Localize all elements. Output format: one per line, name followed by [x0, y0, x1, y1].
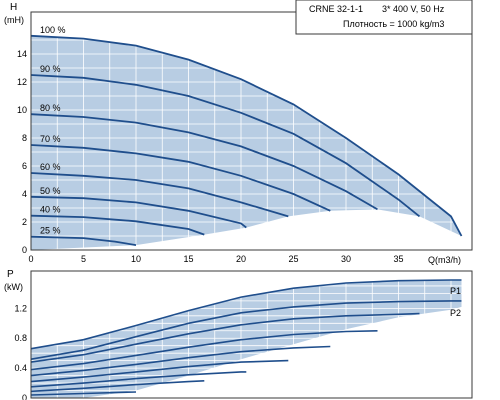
head-curve-80-percent: [30, 113, 378, 211]
head-y-tick-label: 2: [22, 217, 27, 227]
head-curve-40-percent: [30, 214, 205, 236]
head-y-tick-label: 8: [22, 133, 27, 143]
power-y-tick-label: 0.4: [14, 363, 27, 373]
head-curve-label: 50 %: [40, 186, 61, 196]
head-x-tick-label: 20: [236, 254, 246, 264]
head-chart: 100 % 90 % 80 % 70 % 60 % 50 % 40 % 25 % 0 2 4 6 8 1…: [4, 0, 473, 265]
power-y-tick-label: 0: [22, 393, 27, 400]
head-plot-frame: [30, 11, 473, 251]
head-y-tick-label: 0: [22, 245, 27, 255]
head-x-tick-label: 30: [341, 254, 351, 264]
power-curves: [30, 279, 462, 396]
head-curve-label: 80 %: [40, 103, 61, 113]
fluid-density-text: Плотность = 1000 kg/m3: [343, 19, 444, 29]
power-curve-p2: [30, 300, 462, 360]
head-y-tick-label: 6: [22, 161, 27, 171]
head-x-tick-label: 35: [393, 254, 403, 264]
power-curve-3: [30, 330, 378, 371]
power-plot-frame: [30, 270, 473, 399]
head-curve-25-percent: [30, 235, 137, 246]
head-y-tick-label: 10: [17, 105, 27, 115]
head-curve-60-percent: [30, 172, 289, 218]
legend-p1: P1: [450, 286, 461, 296]
head-x-tick-label: 10: [131, 254, 141, 264]
head-curve-label: 25 %: [40, 226, 61, 236]
head-curve-label: 40 %: [40, 205, 61, 215]
head-curve-100-percent: [30, 34, 463, 237]
head-curve-label: 90 %: [40, 64, 61, 74]
head-x-tick-label: 15: [183, 254, 193, 264]
head-x-tick-label: 0: [28, 254, 33, 264]
head-curves: [30, 34, 463, 246]
head-curve-label: 60 %: [40, 162, 61, 172]
head-x-axis-label: Q(m3/h): [428, 255, 461, 265]
head-curve-labels: 100 % 90 % 80 % 70 % 60 % 50 % 40 % 25 %: [40, 25, 66, 236]
power-y-axis-unit: (kW): [4, 282, 23, 292]
power-curve-7: [30, 380, 205, 393]
power-chart: 0 0.4 0.8 1.2 P (kW) P1 P2: [4, 269, 473, 400]
power-y-tick-label: 0.8: [14, 333, 27, 343]
head-x-tick-labels: 0 5 10 15 20 25 30 35: [28, 254, 403, 264]
head-curve-70-percent: [30, 144, 331, 212]
head-y-axis-unit: (mH): [4, 15, 24, 25]
head-x-tick-label: 5: [81, 254, 86, 264]
power-curve-4: [30, 345, 331, 377]
head-y-tick-label: 14: [17, 49, 27, 59]
power-curve-2: [30, 312, 420, 363]
head-y-tick-label: 12: [17, 77, 27, 87]
head-grid: [31, 12, 472, 250]
head-curve-50-percent: [30, 195, 247, 229]
pump-model-text: CRNE 32-1-1: [309, 4, 363, 14]
power-curve-6: [30, 371, 247, 388]
legend-p2: P2: [450, 308, 461, 318]
head-y-axis-label: H: [10, 2, 17, 13]
head-y-tick-label: 4: [22, 189, 27, 199]
head-y-tick-labels: 0 2 4 6 8 10 12 14: [17, 49, 27, 255]
pump-supply-text: 3* 400 V, 50 Hz: [382, 4, 445, 14]
head-x-tick-label: 25: [288, 254, 298, 264]
head-curve-label: 100 %: [40, 25, 66, 35]
power-curve-5: [30, 359, 289, 383]
power-y-tick-label: 1.2: [14, 303, 27, 313]
head-curve-90-percent: [30, 74, 421, 218]
head-curve-label: 70 %: [40, 134, 61, 144]
power-y-tick-labels: 0 0.4 0.8 1.2: [14, 303, 27, 400]
power-curve-8: [30, 391, 137, 396]
power-grid: [31, 271, 472, 398]
power-y-axis-label: P: [7, 269, 14, 280]
power-curve-p1: [30, 279, 462, 350]
